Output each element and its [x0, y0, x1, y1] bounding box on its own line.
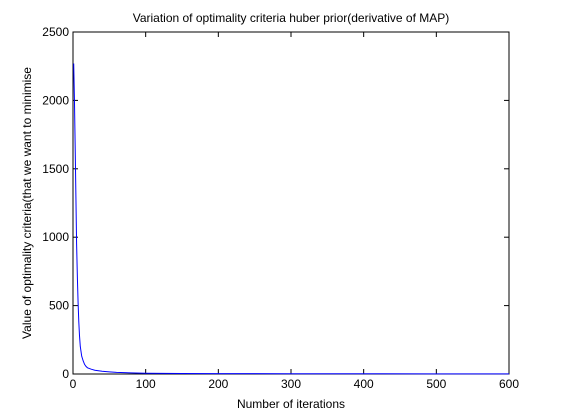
y-tick-label: 1500: [42, 162, 69, 176]
x-tick-label: 300: [281, 377, 301, 391]
y-tick-label: 1000: [42, 230, 69, 244]
y-tick-label: 2500: [42, 25, 69, 39]
y-tick-label: 0: [62, 367, 69, 381]
x-tick-label: 400: [354, 377, 374, 391]
chart-title: Variation of optimality criteria huber p…: [133, 11, 450, 25]
x-axis-ticks: 0 100 200 300 400 500 600: [70, 32, 519, 391]
y-tick-label: 2000: [42, 93, 69, 107]
x-axis-label: Number of iterations: [237, 397, 345, 411]
plot-area: [72, 31, 510, 375]
y-tick-label: 500: [49, 299, 69, 313]
x-tick-label: 600: [499, 377, 519, 391]
y-axis-label: Value of optimality criteria(that we wan…: [20, 67, 34, 339]
x-tick-label: 0: [70, 377, 77, 391]
x-tick-label: 500: [426, 377, 446, 391]
y-axis-ticks: 0 500 1000 1500 2000 2500: [42, 25, 509, 381]
x-tick-label: 100: [136, 377, 156, 391]
series-line: [73, 63, 509, 375]
x-tick-label: 200: [208, 377, 228, 391]
